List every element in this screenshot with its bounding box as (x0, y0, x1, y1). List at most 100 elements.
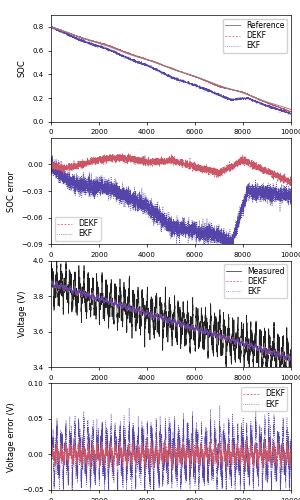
DEKF (247, 342, 250, 348)
EKF (49, 24, 53, 30)
Line: DEKF: DEKF (51, 153, 291, 186)
EKF (247, 454, 250, 460)
DEKF (289, 109, 293, 115)
Reference (141, 56, 145, 62)
EKF (93, 463, 96, 469)
Measured (55, 254, 58, 260)
DEKF (93, 454, 96, 460)
Text: (a): (a) (161, 162, 181, 175)
EKF (93, 188, 96, 194)
EKF (247, 184, 250, 190)
EKF (205, 428, 209, 434)
EKF (50, 277, 54, 283)
Reference (93, 39, 96, 45)
EKF (141, 308, 145, 314)
EKF (193, 326, 197, 332)
X-axis label: Time (s): Time (s) (154, 264, 188, 272)
DEKF (205, 166, 209, 172)
Measured (49, 283, 53, 289)
DEKF (49, 281, 53, 287)
EKF (141, 60, 145, 66)
EKF (289, 455, 293, 461)
Line: EKF: EKF (51, 156, 291, 253)
Line: DEKF: DEKF (51, 438, 291, 471)
Line: DEKF: DEKF (51, 281, 291, 362)
DEKF (289, 109, 292, 115)
DEKF (49, 160, 53, 166)
Y-axis label: SOC: SOC (18, 60, 27, 77)
Reference (193, 74, 197, 80)
Legend: Reference, DEKF, EKF: Reference, DEKF, EKF (223, 19, 287, 52)
Line: DEKF: DEKF (51, 26, 291, 112)
DEKF (93, 296, 96, 302)
DEKF (112, 468, 116, 474)
DEKF (193, 74, 197, 80)
Reference (49, 24, 53, 30)
Legend: DEKF, EKF: DEKF, EKF (55, 217, 101, 240)
EKF (205, 88, 209, 94)
DEKF (93, 38, 96, 44)
DEKF (228, 166, 232, 172)
Reference (228, 86, 232, 92)
X-axis label: Time (s): Time (s) (154, 386, 188, 396)
Text: (b): (b) (161, 285, 181, 298)
Measured (257, 373, 260, 379)
EKF (193, 219, 197, 225)
Line: EKF: EKF (51, 280, 291, 361)
DEKF (49, 457, 53, 463)
EKF (228, 472, 232, 478)
EKF (228, 338, 232, 344)
EKF (228, 96, 232, 102)
DEKF (208, 434, 212, 440)
EKF (228, 242, 232, 248)
EKF (205, 239, 209, 245)
EKF (93, 295, 96, 301)
DEKF (141, 54, 145, 60)
EKF (193, 482, 197, 488)
Text: (c): (c) (161, 408, 181, 421)
EKF (229, 250, 233, 256)
DEKF (193, 326, 197, 332)
DEKF (289, 183, 292, 189)
Measured (228, 349, 232, 355)
Y-axis label: Voltage (V): Voltage (V) (18, 290, 27, 337)
Y-axis label: SOC error: SOC error (7, 170, 16, 211)
DEKF (228, 86, 232, 92)
Line: Measured: Measured (51, 257, 291, 376)
Measured (247, 350, 250, 356)
EKF (193, 81, 197, 87)
DEKF (193, 164, 197, 170)
Line: EKF: EKF (51, 26, 291, 115)
DEKF (193, 462, 197, 468)
EKF (93, 42, 96, 48)
Measured (93, 298, 96, 304)
EKF (218, 402, 222, 408)
EKF (287, 358, 291, 364)
DEKF (50, 278, 54, 284)
X-axis label: Time (s): Time (s) (154, 141, 188, 150)
DEKF (127, 150, 130, 156)
DEKF (141, 308, 145, 314)
DEKF (289, 450, 293, 456)
DEKF (247, 453, 250, 459)
EKF (50, 23, 54, 29)
DEKF (49, 24, 53, 30)
DEKF (205, 78, 209, 84)
EKF (289, 110, 293, 116)
Reference (247, 92, 250, 98)
EKF (50, 152, 54, 158)
DEKF (247, 161, 250, 167)
DEKF (289, 356, 293, 362)
EKF (49, 280, 53, 286)
EKF (247, 95, 250, 101)
Legend: DEKF, EKF: DEKF, EKF (241, 387, 287, 411)
EKF (49, 164, 53, 170)
EKF (141, 195, 145, 201)
DEKF (205, 330, 209, 336)
Legend: Measured, DEKF, EKF: Measured, DEKF, EKF (224, 264, 287, 298)
Line: EKF: EKF (51, 406, 291, 500)
DEKF (93, 157, 96, 163)
DEKF (247, 92, 250, 98)
Measured (205, 330, 209, 336)
Measured (289, 353, 293, 359)
